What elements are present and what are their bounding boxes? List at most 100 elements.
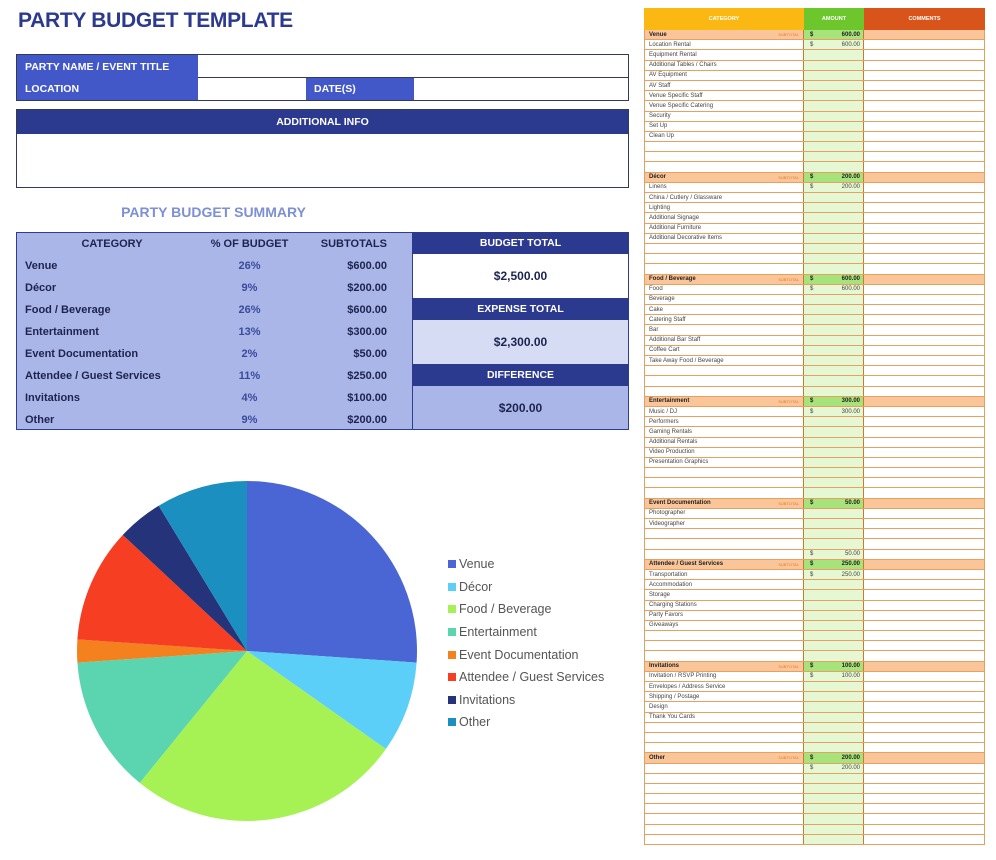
line-item-label[interactable]: Additional Signage <box>644 213 804 223</box>
line-item-amount[interactable] <box>804 773 864 783</box>
line-item-label[interactable] <box>644 254 804 264</box>
comments-cell[interactable] <box>864 40 985 50</box>
line-item-label[interactable] <box>644 152 804 162</box>
comments-cell[interactable] <box>864 254 985 264</box>
comments-cell[interactable] <box>864 356 985 366</box>
comments-cell[interactable] <box>864 325 985 335</box>
comments-cell[interactable] <box>864 213 985 223</box>
comments-cell[interactable] <box>864 671 985 681</box>
line-item-label[interactable] <box>644 794 804 804</box>
comments-cell[interactable] <box>864 590 985 600</box>
comments-cell[interactable] <box>864 101 985 111</box>
line-item-label[interactable]: Lighting <box>644 203 804 213</box>
comments-cell[interactable] <box>864 498 985 508</box>
comments-cell[interactable] <box>864 264 985 274</box>
comments-cell[interactable] <box>864 682 985 692</box>
line-item-amount[interactable] <box>804 814 864 824</box>
line-item-amount[interactable] <box>804 142 864 152</box>
comments-cell[interactable] <box>864 620 985 631</box>
line-item-label[interactable] <box>644 783 804 794</box>
line-item-label[interactable]: AV Equipment <box>644 70 804 80</box>
line-item-amount[interactable] <box>804 60 864 70</box>
line-item-amount[interactable]: $100.00 <box>804 671 864 681</box>
comments-cell[interactable] <box>864 91 985 101</box>
line-item-label[interactable] <box>644 264 804 274</box>
line-item-label[interactable]: Invitation / RSVP Printing <box>644 671 804 681</box>
comments-cell[interactable] <box>864 610 985 620</box>
line-item-amount[interactable]: $250.00 <box>804 569 864 580</box>
comments-cell[interactable] <box>864 763 985 773</box>
line-item-amount[interactable] <box>804 732 864 743</box>
line-item-amount[interactable] <box>804 620 864 631</box>
line-item-amount[interactable] <box>804 682 864 692</box>
line-item-amount[interactable] <box>804 488 864 498</box>
line-item-label[interactable]: Envelopes / Address Service <box>644 682 804 692</box>
line-item-label[interactable] <box>644 641 804 651</box>
line-item-label[interactable]: Additional Decorative Items <box>644 233 804 243</box>
line-item-label[interactable] <box>644 651 804 661</box>
line-item-amount[interactable] <box>804 50 864 60</box>
line-item-amount[interactable] <box>804 101 864 111</box>
location-field[interactable] <box>198 78 306 100</box>
line-item-amount[interactable]: $200.00 <box>804 763 864 773</box>
line-item-amount[interactable] <box>804 356 864 366</box>
comments-cell[interactable] <box>864 508 985 518</box>
line-item-label[interactable] <box>644 743 804 753</box>
comments-cell[interactable] <box>864 722 985 732</box>
line-item-amount[interactable] <box>804 722 864 732</box>
line-item-amount[interactable] <box>804 264 864 274</box>
line-item-label[interactable] <box>644 814 804 824</box>
comments-cell[interactable] <box>864 345 985 355</box>
comments-cell[interactable] <box>864 152 985 162</box>
line-item-label[interactable]: Food <box>644 284 804 294</box>
line-item-label[interactable]: Design <box>644 702 804 712</box>
line-item-amount[interactable] <box>804 345 864 355</box>
line-item-label[interactable]: Giveaways <box>644 620 804 631</box>
comments-cell[interactable] <box>864 457 985 468</box>
line-item-label[interactable]: Performers <box>644 417 804 427</box>
comments-cell[interactable] <box>864 519 985 529</box>
line-item-amount[interactable] <box>804 131 864 142</box>
comments-cell[interactable] <box>864 712 985 722</box>
comments-cell[interactable] <box>864 692 985 702</box>
line-item-amount[interactable] <box>804 651 864 661</box>
line-item-label[interactable]: Presentation Graphics <box>644 457 804 468</box>
line-item-amount[interactable] <box>804 213 864 223</box>
comments-cell[interactable] <box>864 203 985 213</box>
line-item-amount[interactable] <box>804 631 864 641</box>
line-item-label[interactable]: Venue Specific Catering <box>644 101 804 111</box>
line-item-amount[interactable] <box>804 529 864 539</box>
comments-cell[interactable] <box>864 142 985 152</box>
comments-cell[interactable] <box>864 529 985 539</box>
line-item-label[interactable] <box>644 366 804 376</box>
line-item-amount[interactable] <box>804 692 864 702</box>
comments-cell[interactable] <box>864 794 985 804</box>
comments-cell[interactable] <box>864 641 985 651</box>
line-item-amount[interactable] <box>804 111 864 121</box>
comments-cell[interactable] <box>864 743 985 753</box>
comments-cell[interactable] <box>864 193 985 203</box>
line-item-amount[interactable] <box>804 824 864 834</box>
line-item-amount[interactable] <box>804 162 864 172</box>
line-item-amount[interactable] <box>804 641 864 651</box>
comments-cell[interactable] <box>864 335 985 345</box>
line-item-amount[interactable] <box>804 580 864 590</box>
comments-cell[interactable] <box>864 417 985 427</box>
line-item-amount[interactable]: $200.00 <box>804 182 864 192</box>
line-item-amount[interactable] <box>804 834 864 844</box>
line-item-amount[interactable] <box>804 80 864 91</box>
line-item-label[interactable]: Transportation <box>644 569 804 580</box>
line-item-amount[interactable] <box>804 305 864 315</box>
comments-cell[interactable] <box>864 468 985 478</box>
line-item-amount[interactable]: $600.00 <box>804 284 864 294</box>
line-item-label[interactable]: Thank You Cards <box>644 712 804 722</box>
line-item-amount[interactable] <box>804 702 864 712</box>
comments-cell[interactable] <box>864 631 985 641</box>
comments-cell[interactable] <box>864 162 985 172</box>
line-item-amount[interactable] <box>804 610 864 620</box>
line-item-amount[interactable] <box>804 70 864 80</box>
comments-cell[interactable] <box>864 223 985 233</box>
line-item-label[interactable] <box>644 773 804 783</box>
comments-cell[interactable] <box>864 406 985 417</box>
line-item-amount[interactable] <box>804 376 864 386</box>
